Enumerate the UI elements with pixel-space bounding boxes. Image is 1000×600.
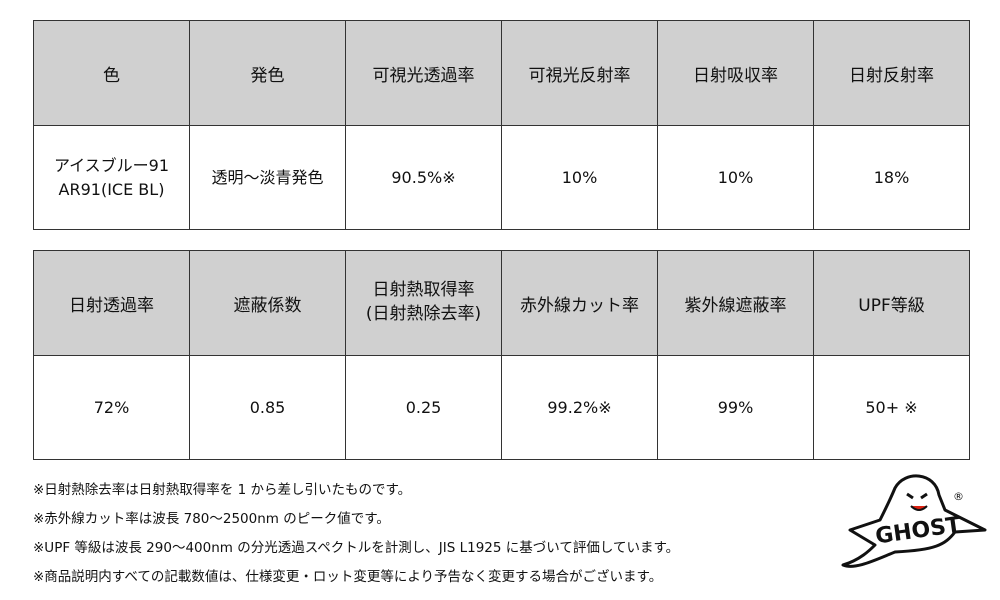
header-cell: 可視光反射率 [501,20,658,126]
spec-table-1: 色 発色 可視光透過率 可視光反射率 日射吸収率 日射反射率 アイスブルー91 … [33,20,970,230]
header-cell: 日射反射率 [813,20,970,126]
header-row: 色 発色 可視光透過率 可視光反射率 日射吸収率 日射反射率 [33,20,970,126]
data-cell: 72% [33,355,190,460]
data-cell: 90.5%※ [345,125,502,230]
data-row: アイスブルー91 AR91(ICE BL) 透明～淡青発色 90.5%※ 10%… [33,125,970,230]
footnote: ※UPF 等級は波長 290～400nm の分光透過スペクトルを計測し、JIS … [33,540,680,556]
header-cell: 可視光透過率 [345,20,502,126]
data-cell: アイスブルー91 AR91(ICE BL) [33,125,190,230]
ghost-logo-icon: GHOST ® [841,474,987,568]
header-cell: UPF等級 [813,250,970,356]
data-cell: 10% [657,125,814,230]
header-cell: 発色 [189,20,346,126]
header-cell: 日射透過率 [33,250,190,356]
header-cell: 赤外線カット率 [501,250,658,356]
data-cell: 0.25 [345,355,502,460]
data-cell: 0.85 [189,355,346,460]
footnote: ※赤外線カット率は波長 780～2500nm のピーク値です。 [33,511,390,527]
data-row: 72% 0.85 0.25 99.2%※ 99% 50+ ※ [33,355,970,460]
data-cell: 透明～淡青発色 [189,125,346,230]
header-cell: 色 [33,20,190,126]
svg-text:®: ® [953,490,964,503]
spec-table-2: 日射透過率 遮蔽係数 日射熱取得率 (日射熱除去率) 赤外線カット率 紫外線遮蔽… [33,250,970,460]
data-cell: 50+ ※ [813,355,970,460]
footnotes: ※日射熱除去率は日射熱取得率を 1 から差し引いたものです。 ※赤外線カット率は… [33,476,679,592]
header-cell: 紫外線遮蔽率 [657,250,814,356]
footnote: ※日射熱除去率は日射熱取得率を 1 から差し引いたものです。 [33,482,412,498]
data-cell: 99% [657,355,814,460]
data-cell: 99.2%※ [501,355,658,460]
footnote: ※商品説明内すべての記載数値は、仕様変更・ロット変更等により予告なく変更する場合… [33,569,663,585]
data-cell: 10% [501,125,658,230]
header-cell: 日射熱取得率 (日射熱除去率) [345,250,502,356]
header-cell: 遮蔽係数 [189,250,346,356]
header-cell: 日射吸収率 [657,20,814,126]
data-cell: 18% [813,125,970,230]
header-row: 日射透過率 遮蔽係数 日射熱取得率 (日射熱除去率) 赤外線カット率 紫外線遮蔽… [33,250,970,356]
